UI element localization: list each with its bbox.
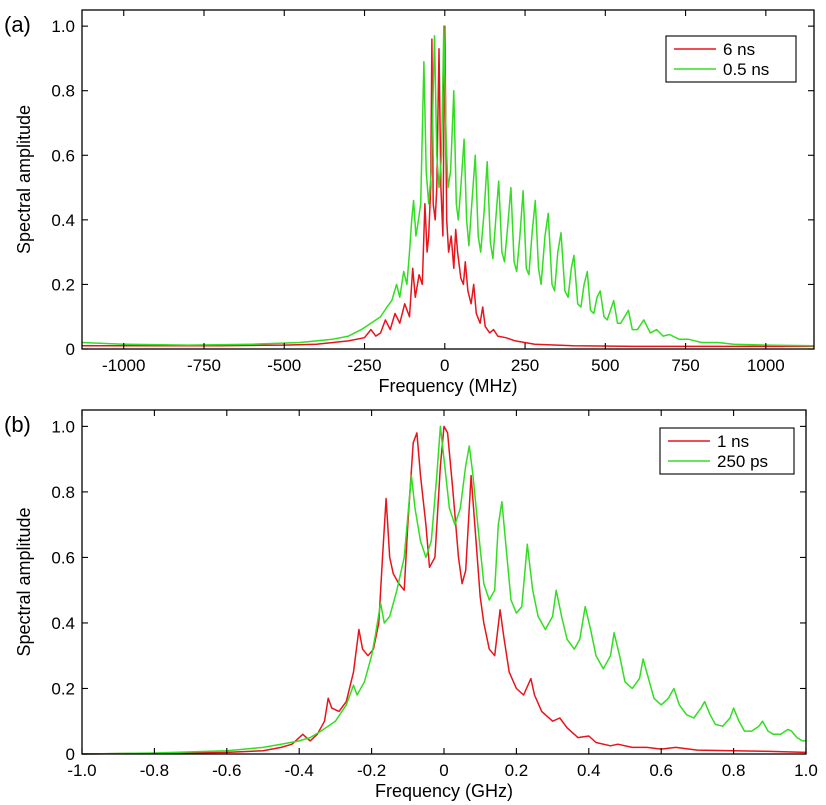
legend-label-a-1: 6 ns [723, 40, 755, 59]
x-tick-label-a: 250 [511, 356, 539, 375]
y-tick-label-b: 0 [66, 745, 75, 764]
x-tick-label-a: -750 [187, 356, 221, 375]
x-tick-label-b: -0.4 [285, 761, 314, 780]
x-tick-label-a: 500 [591, 356, 619, 375]
series-line-b-1 [81, 425, 807, 755]
x-tick-label-b: -1.0 [67, 761, 96, 780]
series-line-a-1 [82, 25, 814, 348]
y-axis-title-b: Spectral amplitude [14, 507, 34, 656]
y-tick-label-b: 0.2 [51, 679, 75, 698]
x-tick-label-a: -1000 [102, 356, 145, 375]
x-tick-label-a: -500 [267, 356, 301, 375]
series-line-b-2 [81, 425, 806, 755]
x-tick-label-b: 0.6 [649, 761, 673, 780]
legend-a: 6 ns0.5 ns [665, 35, 797, 83]
y-tick-label-b: 1.0 [51, 417, 75, 436]
x-tick-label-a: 750 [671, 356, 699, 375]
y-axis-title-a: Spectral amplitude [14, 105, 34, 254]
x-tick-label-b: -0.2 [357, 761, 386, 780]
y-tick-label-b: 0.4 [51, 614, 75, 633]
legend-box-a [665, 35, 797, 83]
x-tick-label-a: -250 [348, 356, 382, 375]
y-tick-label-a: 0.2 [51, 275, 75, 294]
legend-label-a-2: 0.5 ns [723, 60, 769, 79]
legend-label-b-2: 250 ps [717, 452, 768, 471]
y-tick-label-a: 0 [66, 340, 75, 359]
panel-a-chart: -1000 -750 -500 -250 0 250 500 750 1000 0 0.2 0.4 0.… [4, 9, 815, 396]
legend-box-b [659, 427, 795, 475]
panel-b-chart: -1.0 -0.8 -0.6 -0.4 -0.2 0 0.2 0.4 0.6 0.8 1.0 0 0.2… [4, 409, 818, 801]
y-tick-label-a: 0.4 [51, 211, 75, 230]
x-axis-title-b: Frequency (GHz) [375, 781, 513, 801]
x-tick-label-b: 0.4 [577, 761, 601, 780]
x-tick-label-b: -0.6 [212, 761, 241, 780]
legend-label-b-1: 1 ns [717, 432, 749, 451]
x-axis-title-a: Frequency (MHz) [378, 376, 517, 396]
x-tick-label-a: 1000 [747, 356, 785, 375]
panel-label-b: (b) [4, 412, 31, 437]
y-tick-label-a: 0.8 [51, 82, 75, 101]
x-tick-label-b: 1.0 [794, 761, 818, 780]
y-tick-label-b: 0.8 [51, 483, 75, 502]
y-tick-label-a: 1.0 [51, 17, 75, 36]
x-tick-label-b: 0.8 [722, 761, 746, 780]
x-tick-label-a: 0 [440, 356, 449, 375]
y-tick-label-b: 0.6 [51, 548, 75, 567]
plot-frame-a [81, 9, 815, 350]
x-tick-label-b: 0.2 [505, 761, 529, 780]
x-tick-label-b: 0 [439, 761, 448, 780]
series-line-a-2 [81, 25, 815, 347]
x-tick-label-b: -0.8 [140, 761, 169, 780]
panel-label-a: (a) [4, 12, 31, 37]
y-tick-label-a: 0.6 [51, 146, 75, 165]
